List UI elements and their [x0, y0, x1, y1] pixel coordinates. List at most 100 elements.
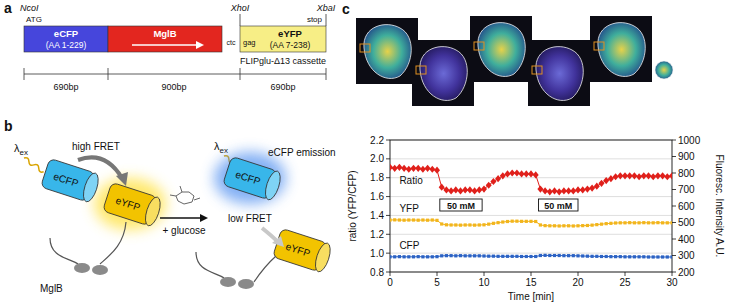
marker — [608, 175, 614, 182]
marker — [638, 255, 641, 258]
marker — [558, 224, 561, 227]
marker — [638, 221, 641, 224]
grid-line — [390, 158, 672, 159]
grid-line — [390, 253, 672, 254]
marker — [497, 255, 500, 258]
marker — [482, 223, 485, 226]
tick — [672, 239, 676, 240]
marker — [553, 254, 556, 257]
marker — [552, 187, 558, 194]
tick — [578, 272, 579, 276]
panel-letter: c — [342, 1, 350, 17]
marker — [553, 224, 556, 227]
marker — [647, 255, 650, 258]
marker — [572, 224, 575, 227]
marker — [542, 187, 548, 194]
arrow-head — [200, 214, 208, 222]
mglb-lobe — [74, 263, 90, 273]
tick — [386, 234, 390, 235]
marker — [431, 218, 434, 221]
marker — [390, 255, 392, 258]
cell-image — [536, 47, 583, 101]
marker — [633, 221, 636, 224]
tick — [672, 140, 676, 141]
roi — [360, 44, 370, 52]
marker — [520, 220, 523, 223]
tick-label: 1.0 — [370, 248, 384, 259]
marker — [576, 254, 579, 257]
marker — [534, 255, 537, 258]
roi — [594, 42, 604, 50]
tick-label: 900 — [678, 151, 695, 162]
marker — [600, 255, 603, 258]
site: ATG — [26, 15, 42, 24]
marker — [633, 255, 636, 258]
tick-label: 700 — [678, 184, 695, 195]
marker — [482, 254, 485, 257]
marker — [661, 255, 664, 258]
tick — [386, 272, 390, 273]
marker — [453, 186, 459, 193]
data-group — [390, 164, 672, 259]
fret-label: high FRET — [72, 141, 120, 152]
glow — [214, 152, 286, 204]
gene-name: eYFP — [278, 28, 302, 39]
tick-label: 0 — [387, 277, 393, 288]
marker — [464, 254, 467, 257]
axis-title: ratio (YFP/CFP) — [347, 170, 358, 241]
image — [590, 16, 652, 82]
marker — [448, 187, 454, 194]
tick — [672, 156, 676, 157]
tick — [386, 158, 390, 159]
marker — [603, 177, 609, 184]
tick-label: 20 — [572, 277, 584, 288]
marker — [609, 222, 612, 225]
cell-image — [598, 23, 645, 77]
marker — [417, 255, 420, 258]
marker — [558, 254, 561, 257]
marker — [666, 255, 669, 258]
linker: ctc — [227, 39, 236, 46]
length: 900bp — [161, 82, 186, 92]
pulse-box — [539, 199, 578, 211]
marker — [619, 255, 622, 258]
fret-label: low FRET — [228, 213, 272, 224]
marker — [393, 218, 396, 221]
tick — [672, 272, 676, 273]
tick — [672, 206, 676, 207]
cylinder-end — [262, 169, 283, 201]
tick — [672, 189, 676, 190]
marker — [591, 224, 594, 227]
marker — [501, 255, 504, 258]
pulse-box — [440, 199, 482, 211]
marker — [584, 185, 590, 192]
marker — [576, 224, 579, 227]
grid-line — [390, 196, 672, 197]
marker — [547, 188, 553, 195]
fluorophore-name: eYFP — [114, 195, 141, 213]
figure: abcNcoIATGXhoIXbaIstopeCFP(AA 1-229)MglB… — [0, 0, 733, 305]
site-line — [326, 14, 327, 26]
marker — [445, 223, 448, 226]
fluorophore-name: eYFP — [284, 241, 311, 259]
length: 690bp — [53, 82, 78, 92]
marker — [434, 167, 440, 174]
marker — [670, 255, 672, 258]
panel-letter: b — [4, 118, 13, 134]
marker — [548, 254, 551, 257]
marker — [609, 255, 612, 258]
marker — [642, 221, 645, 224]
image — [470, 16, 532, 82]
glucose-icon — [170, 186, 200, 204]
tick-label: 400 — [678, 234, 695, 245]
marker — [407, 255, 410, 258]
marker — [572, 254, 575, 257]
marker — [581, 224, 584, 227]
marker — [505, 170, 511, 177]
marker — [595, 223, 598, 226]
marker — [544, 224, 547, 227]
ligand-label: + glucose — [162, 225, 206, 236]
dimension-tick — [240, 68, 241, 80]
mglb-lobe — [220, 277, 236, 287]
arrow — [132, 44, 196, 46]
